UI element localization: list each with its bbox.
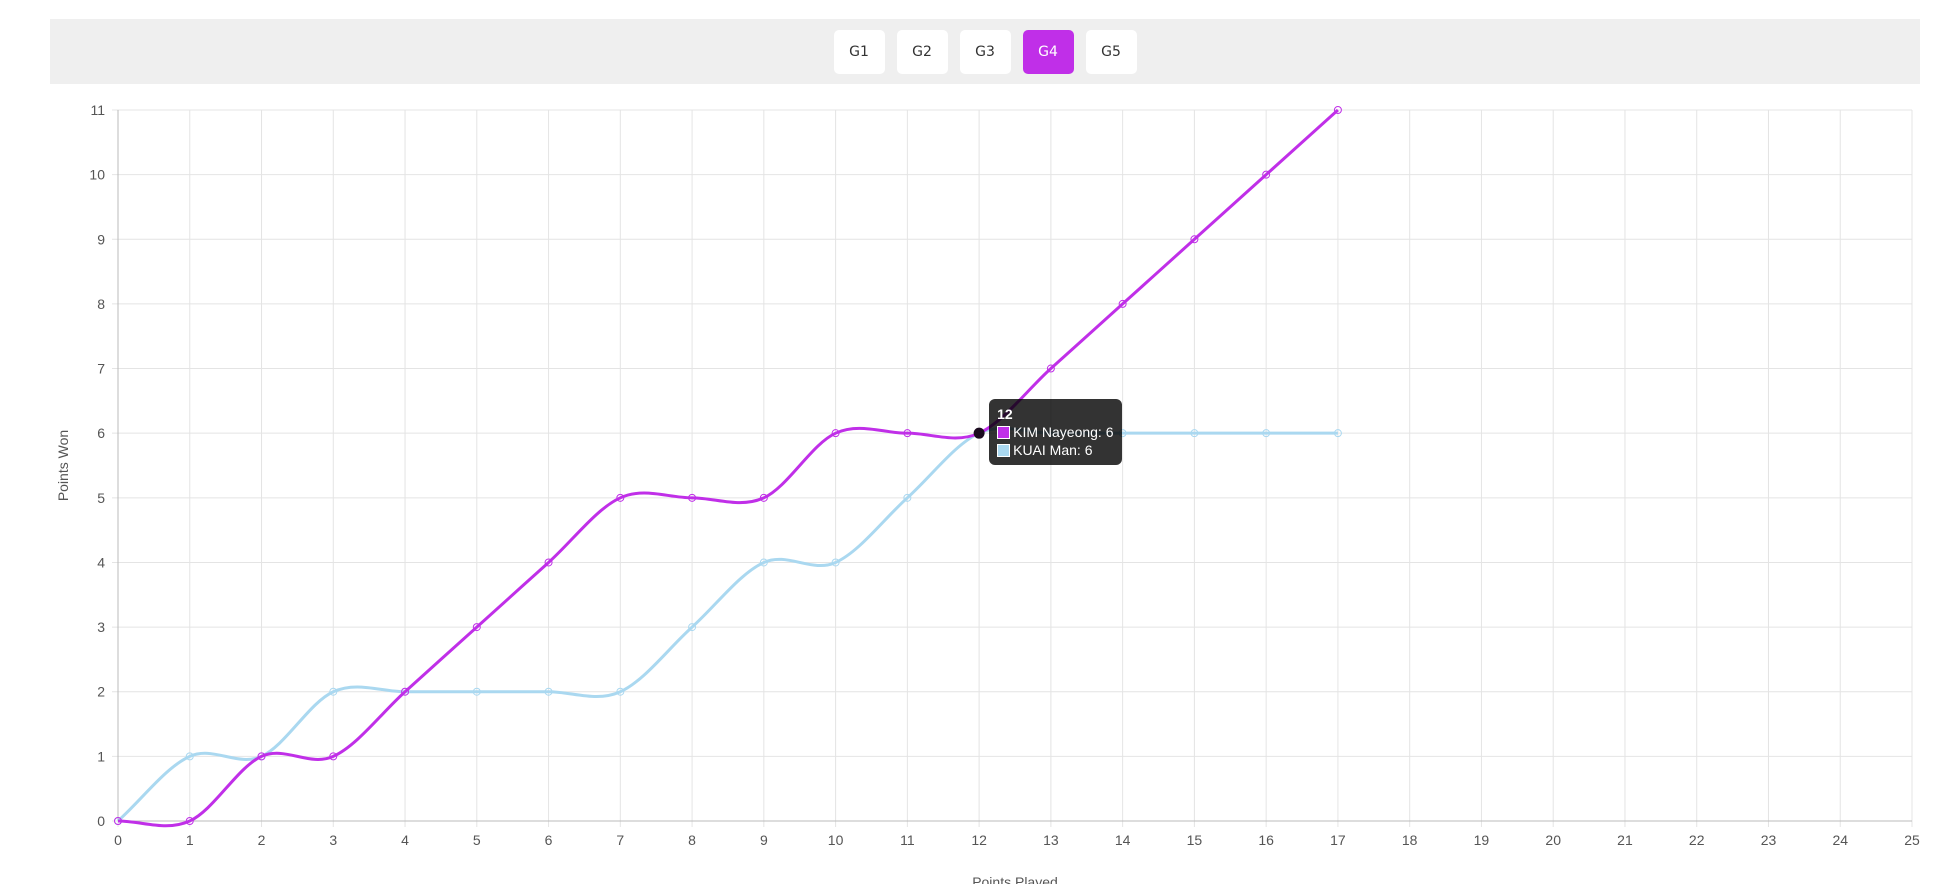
series-line-kim: [117, 108, 1339, 828]
data-point-kuai: [616, 687, 625, 696]
game-tab-g1[interactable]: G1: [833, 30, 885, 74]
x-tick-label: 12: [971, 832, 987, 848]
data-point-kim: [759, 493, 768, 502]
data-point-kim: [831, 429, 840, 438]
x-tick-label: 15: [1187, 832, 1203, 848]
y-tick-label: 8: [97, 296, 105, 312]
x-tick-label: 0: [114, 832, 122, 848]
data-point-kim: [1118, 299, 1127, 308]
x-tick-label: 21: [1617, 832, 1633, 848]
y-axis-title: Points Won: [55, 430, 71, 501]
data-point-kuai: [903, 493, 912, 502]
data-point-kim: [1190, 235, 1199, 244]
x-tick-label: 20: [1545, 832, 1561, 848]
game-tab-g4[interactable]: G4: [1022, 30, 1074, 74]
data-point-kim: [1262, 170, 1271, 179]
tooltip-row-kim: KIM Nayeong: 6: [997, 423, 1114, 441]
x-tick-label: 22: [1689, 832, 1705, 848]
data-point-kim: [257, 752, 266, 761]
x-tick-label: 25: [1904, 832, 1920, 848]
data-point-kuai: [329, 687, 338, 696]
y-tick-label: 3: [97, 619, 105, 635]
y-tick-label: 5: [97, 490, 105, 506]
y-tick-label: 4: [97, 554, 105, 570]
tooltip-text-kuai: KUAI Man: 6: [1013, 442, 1093, 459]
data-point-kim: [401, 687, 410, 696]
data-point-kim: [1046, 364, 1055, 373]
game-tabs: G1 G2 G3 G4 G5: [50, 30, 1920, 74]
y-tick-label: 2: [97, 684, 105, 700]
data-point-kuai: [759, 558, 768, 567]
x-tick-label: 23: [1761, 832, 1777, 848]
x-tick-label: 17: [1330, 832, 1346, 848]
data-point-kim: [114, 817, 122, 825]
data-point-kuai: [185, 752, 194, 761]
x-tick-label: 8: [688, 832, 696, 848]
data-point-kim: [903, 429, 912, 438]
tooltip-row-kuai: KUAI Man: 6: [997, 441, 1113, 459]
game-tab-g5[interactable]: G5: [1085, 30, 1137, 74]
game-selector-bar: G1 G2 G3 G4 G5: [50, 19, 1920, 84]
x-tick-label: 11: [900, 832, 915, 848]
data-point-kim: [544, 558, 553, 567]
x-tick-label: 18: [1402, 832, 1418, 848]
x-tick-label: 5: [473, 832, 481, 848]
tooltip-text-kim: KIM Nayeong: 6: [1013, 424, 1114, 441]
x-tick-label: 1: [186, 832, 194, 848]
x-tick-label: 2: [258, 832, 266, 848]
data-point-kuai: [1333, 429, 1342, 438]
series-line-kuai: [116, 426, 1338, 823]
x-tick-label: 3: [329, 832, 337, 848]
data-point-kim: [616, 493, 625, 502]
tooltip-swatch-kim: [997, 425, 1011, 439]
x-tick-label: 4: [401, 832, 409, 848]
data-point-kim: [472, 623, 481, 632]
x-tick-label: 14: [1115, 832, 1131, 848]
y-tick-label: 0: [97, 813, 105, 829]
y-tick-label: 6: [97, 425, 105, 441]
y-tick-label: 11: [90, 102, 105, 118]
x-axis-title: Points Played: [972, 874, 1058, 884]
tooltip-title: 12: [997, 406, 1013, 423]
data-point-kim: [329, 752, 338, 761]
hovered-point: [973, 427, 985, 439]
x-tick-label: 16: [1258, 832, 1274, 848]
data-point-kim: [1333, 106, 1342, 114]
chart-tooltip: 12 KIM Nayeong: 6 KUAI Man: 6: [989, 399, 1122, 466]
tooltip-swatch-kuai: [997, 443, 1011, 457]
x-tick-label: 13: [1043, 832, 1059, 848]
x-tick-label: 9: [760, 832, 768, 848]
x-tick-label: 24: [1832, 832, 1848, 848]
x-tick-label: 7: [616, 832, 624, 848]
data-point-kuai: [1190, 429, 1199, 438]
data-point-kuai: [472, 687, 481, 696]
x-tick-label: 10: [828, 832, 844, 848]
data-point-kuai: [688, 623, 697, 632]
data-point-kuai: [831, 558, 840, 567]
game-tab-g2[interactable]: G2: [896, 30, 948, 74]
y-tick-label: 10: [89, 167, 105, 183]
data-point-kuai: [544, 687, 553, 696]
y-tick-label: 9: [97, 231, 105, 247]
y-tick-label: 1: [97, 748, 105, 764]
x-tick-label: 6: [545, 832, 553, 848]
x-tick-label: 19: [1474, 832, 1490, 848]
data-point-kuai: [1262, 429, 1271, 438]
data-point-kim: [185, 817, 194, 825]
game-tab-g3[interactable]: G3: [959, 30, 1011, 74]
y-tick-label: 7: [97, 361, 105, 377]
data-point-kim: [688, 493, 697, 502]
